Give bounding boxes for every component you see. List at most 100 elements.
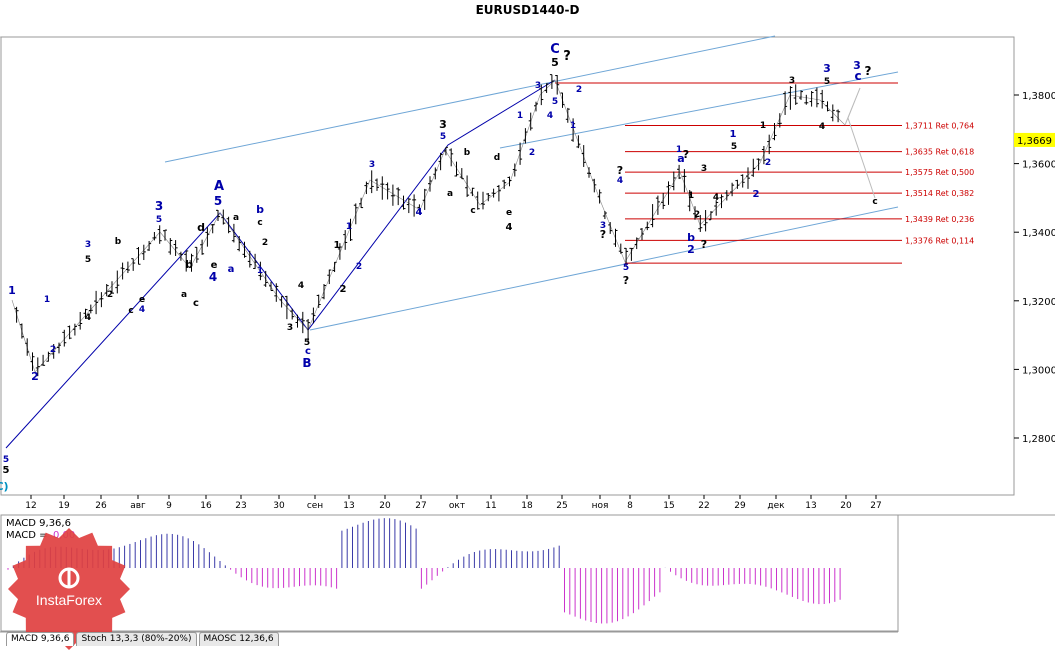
- x-tick-label: 13: [805, 501, 816, 511]
- x-tick-label: 23: [235, 501, 246, 511]
- fib-level-label: 1,3711 Ret 0,764: [905, 122, 974, 131]
- projected-path: [844, 87, 876, 199]
- wave-label: a: [228, 264, 235, 275]
- wave-label: A: [214, 179, 224, 194]
- channel-line: [164, 35, 776, 163]
- y-tick-label: 1,3200: [1022, 297, 1055, 308]
- wave-label: 2: [753, 189, 760, 200]
- fib-level-label: 1,3439 Ret 0,236: [905, 215, 974, 224]
- wave-label: c: [872, 197, 877, 207]
- wave-label: 3: [369, 160, 375, 170]
- macd-histogram: [7, 518, 841, 624]
- x-tick-label: 11: [485, 501, 496, 511]
- x-tick-label: 18: [521, 501, 533, 511]
- fib-levels: 1,3711 Ret 0,764 1,3635 Ret 0,618 1,3575 R…: [555, 82, 974, 264]
- wave-label: 4: [298, 281, 304, 291]
- wave-label: 2: [50, 345, 56, 355]
- x-tick-label: 20: [840, 501, 852, 511]
- wave-label: b: [185, 258, 193, 271]
- logo-text: InstaForex: [35, 592, 103, 608]
- wave-label: 5: [440, 132, 446, 142]
- x-tick-label: авг: [130, 501, 146, 511]
- channel-line: [309, 206, 899, 331]
- x-tick-label: 8: [627, 501, 633, 511]
- x-tick-label: 27: [415, 501, 426, 511]
- x-tick-label: 13: [343, 501, 354, 511]
- x-tick-label: 29: [734, 501, 746, 511]
- y-tick-label: 1,3800: [1022, 91, 1055, 102]
- wave-label: c: [128, 306, 133, 316]
- wave-label: d: [197, 221, 205, 234]
- current-price-tag: 1,3669: [1014, 132, 1055, 147]
- wave-label: a: [677, 152, 684, 165]
- macd-label-1: MACD 9,36,6: [6, 518, 71, 529]
- wave-label: 4: [819, 122, 825, 132]
- price-tag-value: 1,3669: [1017, 136, 1052, 147]
- wave-label: C): [0, 480, 9, 493]
- wave-label: 3: [85, 240, 91, 250]
- wave-label: ?: [617, 164, 623, 177]
- wave-label: d: [494, 153, 500, 163]
- wave-label: 2: [340, 284, 347, 295]
- wave-label: 2: [31, 370, 39, 383]
- wave-label: 4: [547, 111, 553, 121]
- wave-label: 5: [156, 215, 162, 225]
- wave-label: c: [257, 218, 262, 228]
- wave-label: 1: [346, 222, 352, 232]
- wave-label: 4: [209, 270, 217, 284]
- wave-label: 5: [3, 465, 10, 476]
- wave-label: 2: [576, 85, 582, 95]
- wave-label: 5: [623, 263, 629, 273]
- wave-label: 4: [617, 176, 623, 186]
- wave-label: b: [115, 237, 122, 247]
- wave-label: 2: [687, 243, 695, 256]
- wave-label: c: [854, 69, 861, 83]
- wave-label: 5: [551, 56, 559, 69]
- y-axis: 1,3800 1,3600 1,3400 1,3200 1,3000 1,2800: [1013, 37, 1055, 495]
- tab-stoch[interactable]: Stoch 13,3,3 (80%-20%): [76, 632, 197, 646]
- channel-line: [499, 71, 899, 149]
- wave-label: 2: [694, 210, 700, 220]
- wave-label: 1: [760, 121, 766, 131]
- wave-label: 5: [304, 338, 310, 348]
- wave-label: 3: [439, 118, 447, 131]
- wave-label: e: [139, 295, 145, 305]
- wave-label: ?: [683, 148, 689, 161]
- fib-level-label: 1,3575 Ret 0,500: [905, 168, 974, 177]
- wave-label: 4: [416, 207, 423, 218]
- wave-label: 2: [529, 148, 535, 158]
- x-tick-label: 27: [870, 501, 881, 511]
- wave-label: ?: [600, 228, 606, 241]
- x-tick-label: 16: [200, 501, 212, 511]
- wave-label: ?: [563, 49, 571, 64]
- channel-lines: [164, 35, 899, 331]
- x-tick-label: 19: [58, 501, 70, 511]
- x-tick-label: 20: [379, 501, 391, 511]
- wave-label: 3: [701, 164, 707, 174]
- wave-label: e: [506, 208, 512, 218]
- wave-label: b: [464, 148, 471, 158]
- tab-maosc[interactable]: MAOSC 12,36,6: [198, 632, 279, 646]
- wave-label: e: [211, 260, 218, 271]
- wave-label: 3: [535, 81, 541, 91]
- wave-label: 4: [85, 313, 91, 323]
- wave-label: 5: [824, 77, 830, 87]
- wave-label: ?: [701, 238, 707, 251]
- wave-label: 1: [688, 191, 694, 201]
- wave-label: 2: [262, 238, 268, 248]
- wave-label: 3: [789, 76, 795, 86]
- wave-label: 1: [334, 240, 341, 251]
- wave-label: 5: [552, 97, 558, 107]
- wave-label: 1: [517, 111, 523, 121]
- wave-label: 5: [85, 255, 91, 265]
- wave-label: b: [256, 203, 264, 216]
- price-tag-bg: [1014, 132, 1055, 147]
- wave-label: 2: [356, 262, 362, 272]
- x-tick-label: 9: [166, 501, 172, 511]
- wave-label: 1: [257, 266, 263, 276]
- x-tick-label: 26: [95, 501, 107, 511]
- tab-macd[interactable]: MACD 9,36,6: [6, 632, 75, 646]
- wave-label: c: [470, 206, 475, 216]
- x-tick-label: сен: [307, 501, 323, 511]
